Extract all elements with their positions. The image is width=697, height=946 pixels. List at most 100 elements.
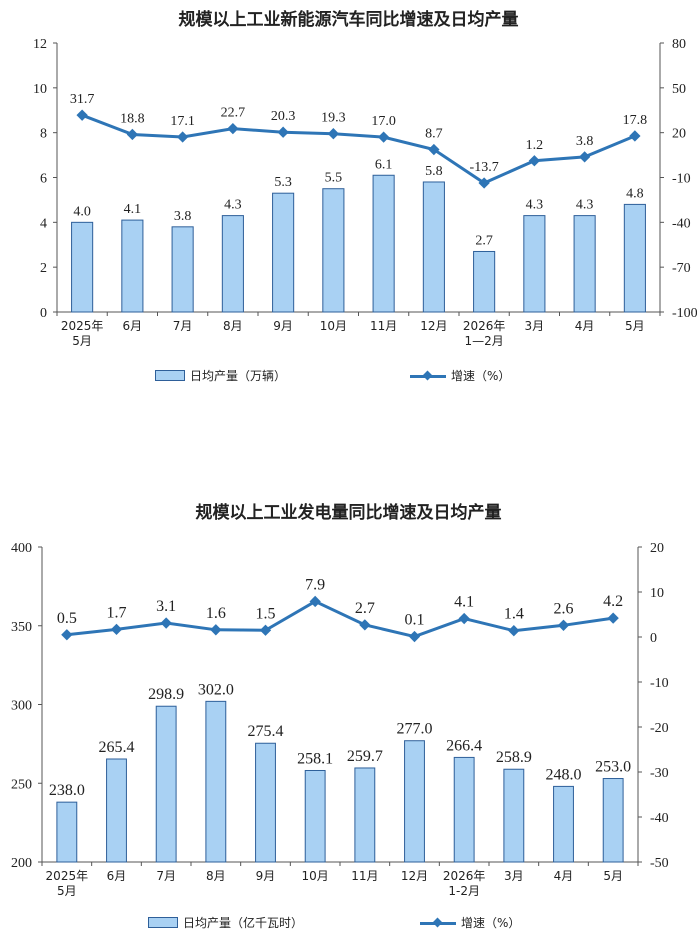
growth-value-label: 17.1 <box>170 114 195 129</box>
y-left-tick-label: 300 <box>11 699 32 714</box>
y-right-tick-label: -10 <box>672 172 691 187</box>
bar-value-label: 4.3 <box>224 198 242 213</box>
x-tick-label: 3月 <box>504 869 524 883</box>
bar-value-label: 4.1 <box>124 202 142 217</box>
growth-value-label: 0.5 <box>57 610 77 627</box>
y-right-tick-label: -70 <box>672 261 691 276</box>
growth-value-label: 4.2 <box>603 593 623 610</box>
bar-value-label: 265.4 <box>99 739 135 756</box>
bar <box>155 705 177 863</box>
growth-point <box>76 109 88 121</box>
growth-value-label: 18.8 <box>120 111 145 126</box>
bar <box>404 740 425 863</box>
y-right-tick-label: 50 <box>672 82 686 97</box>
x-tick-label: 11月 <box>351 869 378 883</box>
chart-title: 规模以上工业发电量同比增速及日均产量 <box>195 503 502 523</box>
x-tick-label: 9月 <box>256 869 276 883</box>
x-tick-label: 10月 <box>302 869 329 883</box>
x-tick-label: 2025年 <box>46 869 89 883</box>
x-tick-label: 12月 <box>420 319 447 333</box>
bar <box>372 174 395 313</box>
growth-value-label: 2.7 <box>355 600 375 617</box>
x-tick-label: 7月 <box>156 869 176 883</box>
bar <box>255 742 276 863</box>
x-tick-label: 7月 <box>173 319 193 333</box>
y-right-tick-label: 0 <box>650 631 657 646</box>
y-right-tick-label: -30 <box>650 766 669 781</box>
x-tick-label: 12月 <box>401 869 428 883</box>
bar-value-label: 266.4 <box>446 737 482 754</box>
bar <box>473 250 496 313</box>
x-tick-label: 4月 <box>554 869 574 883</box>
y-left-tick-label: 400 <box>11 541 32 556</box>
growth-value-label: 1.7 <box>107 604 127 621</box>
y-right-tick-label: -40 <box>650 811 669 826</box>
bar <box>623 203 646 313</box>
legend-bar-swatch <box>155 370 185 381</box>
legend-line: 增速（%） <box>420 914 520 931</box>
y-right-tick-label: -10 <box>650 676 669 691</box>
growth-value-label: 7.9 <box>305 576 325 593</box>
x-tick-label: 5月 <box>603 869 623 883</box>
bar-value-label: 302.0 <box>198 681 234 698</box>
legend-line: 增速（%） <box>410 367 510 384</box>
y-right-tick-label: 80 <box>672 37 686 52</box>
growth-point <box>126 128 139 141</box>
nev-chart: 规模以上工业新能源汽车同比增速及日均产量 0 2 4 6 8 10 12 -100 -70 -40… <box>0 0 697 400</box>
y-left-tick-label: 2 <box>40 261 47 276</box>
y-right-tick-label: -50 <box>650 856 669 871</box>
growth-point <box>607 612 619 624</box>
nev-chart-plot: 0 2 4 6 8 10 12 -100 -70 -40 -10 20 50 80 4.0 4.1 3.8 4.3… <box>33 37 697 348</box>
bar-value-label: 4.0 <box>73 204 91 219</box>
bar <box>322 188 345 313</box>
growth-point <box>458 612 470 625</box>
bar-value-label: 6.1 <box>375 157 393 172</box>
bar <box>422 181 445 313</box>
growth-line <box>66 599 614 639</box>
bar-value-label: 4.3 <box>576 198 594 213</box>
growth-point <box>277 126 289 138</box>
growth-value-label: 1.4 <box>504 606 524 623</box>
bar <box>523 215 546 313</box>
legend-bar: 日均产量（亿千瓦时） <box>148 914 303 931</box>
bar <box>121 219 144 313</box>
growth-point <box>528 155 541 167</box>
x-tick-label: 3月 <box>525 319 545 333</box>
bar <box>272 192 295 313</box>
y-left-tick-label: 4 <box>40 216 47 231</box>
y-left-tick-label: 6 <box>40 172 47 187</box>
y-left-tick-label: 10 <box>33 82 47 97</box>
growth-value-label: 17.8 <box>623 113 648 128</box>
x-tick-label: 9月 <box>273 319 293 333</box>
growth-line <box>81 113 636 185</box>
y-left-tick-label: 200 <box>11 856 32 871</box>
growth-point <box>408 630 421 643</box>
y-left-tick-label: 250 <box>11 777 32 792</box>
x-tick-label: 6月 <box>123 319 143 333</box>
bar <box>106 758 127 863</box>
growth-point <box>110 623 123 636</box>
power-chart: 规模以上工业发电量同比增速及日均产量 200 250 300 350 400 -50 -40… <box>0 480 697 946</box>
x-tick-label: 10月 <box>320 319 347 333</box>
growth-value-label: 8.7 <box>425 127 443 142</box>
growth-point <box>478 177 490 189</box>
bar <box>304 769 326 863</box>
y-left-tick-label: 8 <box>40 127 47 142</box>
y-right-tick-label: 20 <box>672 127 686 142</box>
y-right-tick-label: -100 <box>672 306 697 321</box>
bar-value-label: 248.0 <box>546 766 582 783</box>
bar <box>354 767 376 863</box>
growth-point <box>61 629 73 641</box>
growth-value-label: 3.8 <box>576 134 594 149</box>
x-tick-label: 2026年 <box>443 869 486 883</box>
growth-value-label: 4.1 <box>454 594 474 611</box>
bar-value-label: 5.5 <box>325 171 343 186</box>
growth-point <box>629 130 641 142</box>
legend-line-label: 增速（%） <box>451 369 511 383</box>
growth-point <box>557 619 570 631</box>
growth-value-label: 0.1 <box>405 612 425 629</box>
growth-point <box>227 122 239 135</box>
growth-value-label: 20.3 <box>271 109 296 124</box>
y-right-tick-label: -20 <box>650 721 669 736</box>
bar-value-label: 275.4 <box>248 723 284 740</box>
